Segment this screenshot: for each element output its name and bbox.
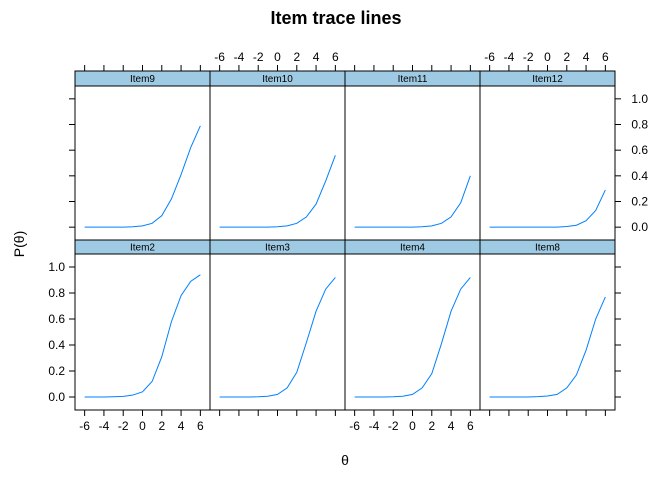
x-tick-label-top: 0	[274, 50, 281, 64]
trace-line	[354, 277, 471, 398]
strip-label: Item4	[400, 243, 425, 254]
y-tick-label-left: 0.2	[48, 364, 65, 378]
x-tick-label-bottom: -4	[99, 419, 110, 433]
strip-label: Item11	[398, 74, 428, 85]
panel-grid: Item9 Item10 Item11 Item12 Item2 Item3 Item4 It…	[48, 50, 648, 433]
x-tick-label-top: -6	[484, 50, 495, 64]
x-tick-label-bottom: -2	[118, 419, 129, 433]
y-axis-title: P(θ)	[11, 231, 27, 257]
x-tick-label-bottom: -6	[349, 419, 360, 433]
trace-line	[219, 155, 336, 228]
x-tick-label-bottom: 6	[197, 419, 204, 433]
strip-label: Item2	[130, 243, 155, 254]
panel-frame	[209, 85, 346, 241]
y-tick-label-right: 0.2	[631, 195, 648, 209]
strip-label: Item10	[262, 74, 293, 85]
axes: -6 -4 -2 0 2 4 6 -6 -4 -2 0 2 4 6-6 -4 -2 0 2 4 6 -6 -4 -2 0 2 4 6…	[48, 50, 648, 433]
panel-frame	[74, 253, 211, 411]
y-tick-label-right: 0.8	[631, 118, 648, 132]
y-tick-label-right: 0.0	[631, 220, 648, 234]
x-tick-label-top: 4	[583, 50, 590, 64]
trace-line	[84, 125, 201, 228]
x-tick-label-top: 6	[332, 50, 339, 64]
x-tick-label-bottom: -6	[79, 419, 90, 433]
panel-item11: Item11	[344, 70, 481, 241]
panel-frame	[479, 85, 616, 241]
y-tick-label-right: 1.0	[631, 92, 648, 106]
x-tick-label-top: 2	[563, 50, 570, 64]
x-tick-label-top: -6	[214, 50, 225, 64]
strip-label: Item9	[130, 74, 155, 85]
x-tick-label-bottom: 2	[158, 419, 165, 433]
x-tick-label-top: -2	[253, 50, 264, 64]
x-tick-label-bottom: -2	[388, 419, 399, 433]
panel-item12: Item12	[479, 70, 616, 241]
panel-item10: Item10	[209, 70, 346, 241]
x-tick-label-top: 6	[602, 50, 609, 64]
x-tick-label-top: 4	[313, 50, 320, 64]
strip-label: Item8	[535, 243, 560, 254]
x-axis-title: θ	[341, 452, 349, 468]
panel-item2: Item2	[74, 239, 211, 411]
y-tick-label-left: 0.8	[48, 286, 65, 300]
trace-line	[489, 296, 606, 398]
panel-item4: Item4	[344, 239, 481, 411]
x-tick-label-top: 2	[293, 50, 300, 64]
strip-label: Item12	[532, 74, 563, 85]
x-tick-label-bottom: 2	[428, 419, 435, 433]
x-tick-label-bottom: 4	[178, 419, 185, 433]
x-tick-label-top: 0	[544, 50, 551, 64]
x-tick-label-bottom: 0	[139, 419, 146, 433]
panel-item3: Item3	[209, 239, 346, 411]
panel-frame	[479, 253, 616, 411]
trace-line	[84, 274, 201, 398]
y-tick-label-left: 0.4	[48, 338, 65, 352]
x-tick-label-bottom: 6	[467, 419, 474, 433]
y-tick-label-left: 0.0	[48, 390, 65, 404]
strip-label: Item3	[265, 243, 290, 254]
panel-frame	[344, 253, 481, 411]
y-tick-label-left: 1.0	[48, 260, 65, 274]
x-tick-label-top: -2	[523, 50, 534, 64]
y-tick-label-right: 0.4	[631, 169, 648, 183]
trace-line	[219, 277, 336, 398]
panel-item9: Item9	[74, 70, 211, 241]
chart-title: Item trace lines	[270, 8, 401, 28]
x-tick-label-bottom: 0	[409, 419, 416, 433]
trace-line	[489, 189, 606, 228]
x-tick-label-top: -4	[504, 50, 515, 64]
panel-frame	[209, 253, 346, 411]
x-tick-label-bottom: 4	[448, 419, 455, 433]
panel-frame	[74, 85, 211, 241]
panel-frame	[344, 85, 481, 241]
y-tick-label-left: 0.6	[48, 312, 65, 326]
trace-line	[354, 175, 471, 228]
y-tick-label-right: 0.6	[631, 143, 648, 157]
x-tick-label-top: -4	[234, 50, 245, 64]
x-tick-label-bottom: -4	[369, 419, 380, 433]
panel-item8: Item8	[479, 239, 616, 411]
